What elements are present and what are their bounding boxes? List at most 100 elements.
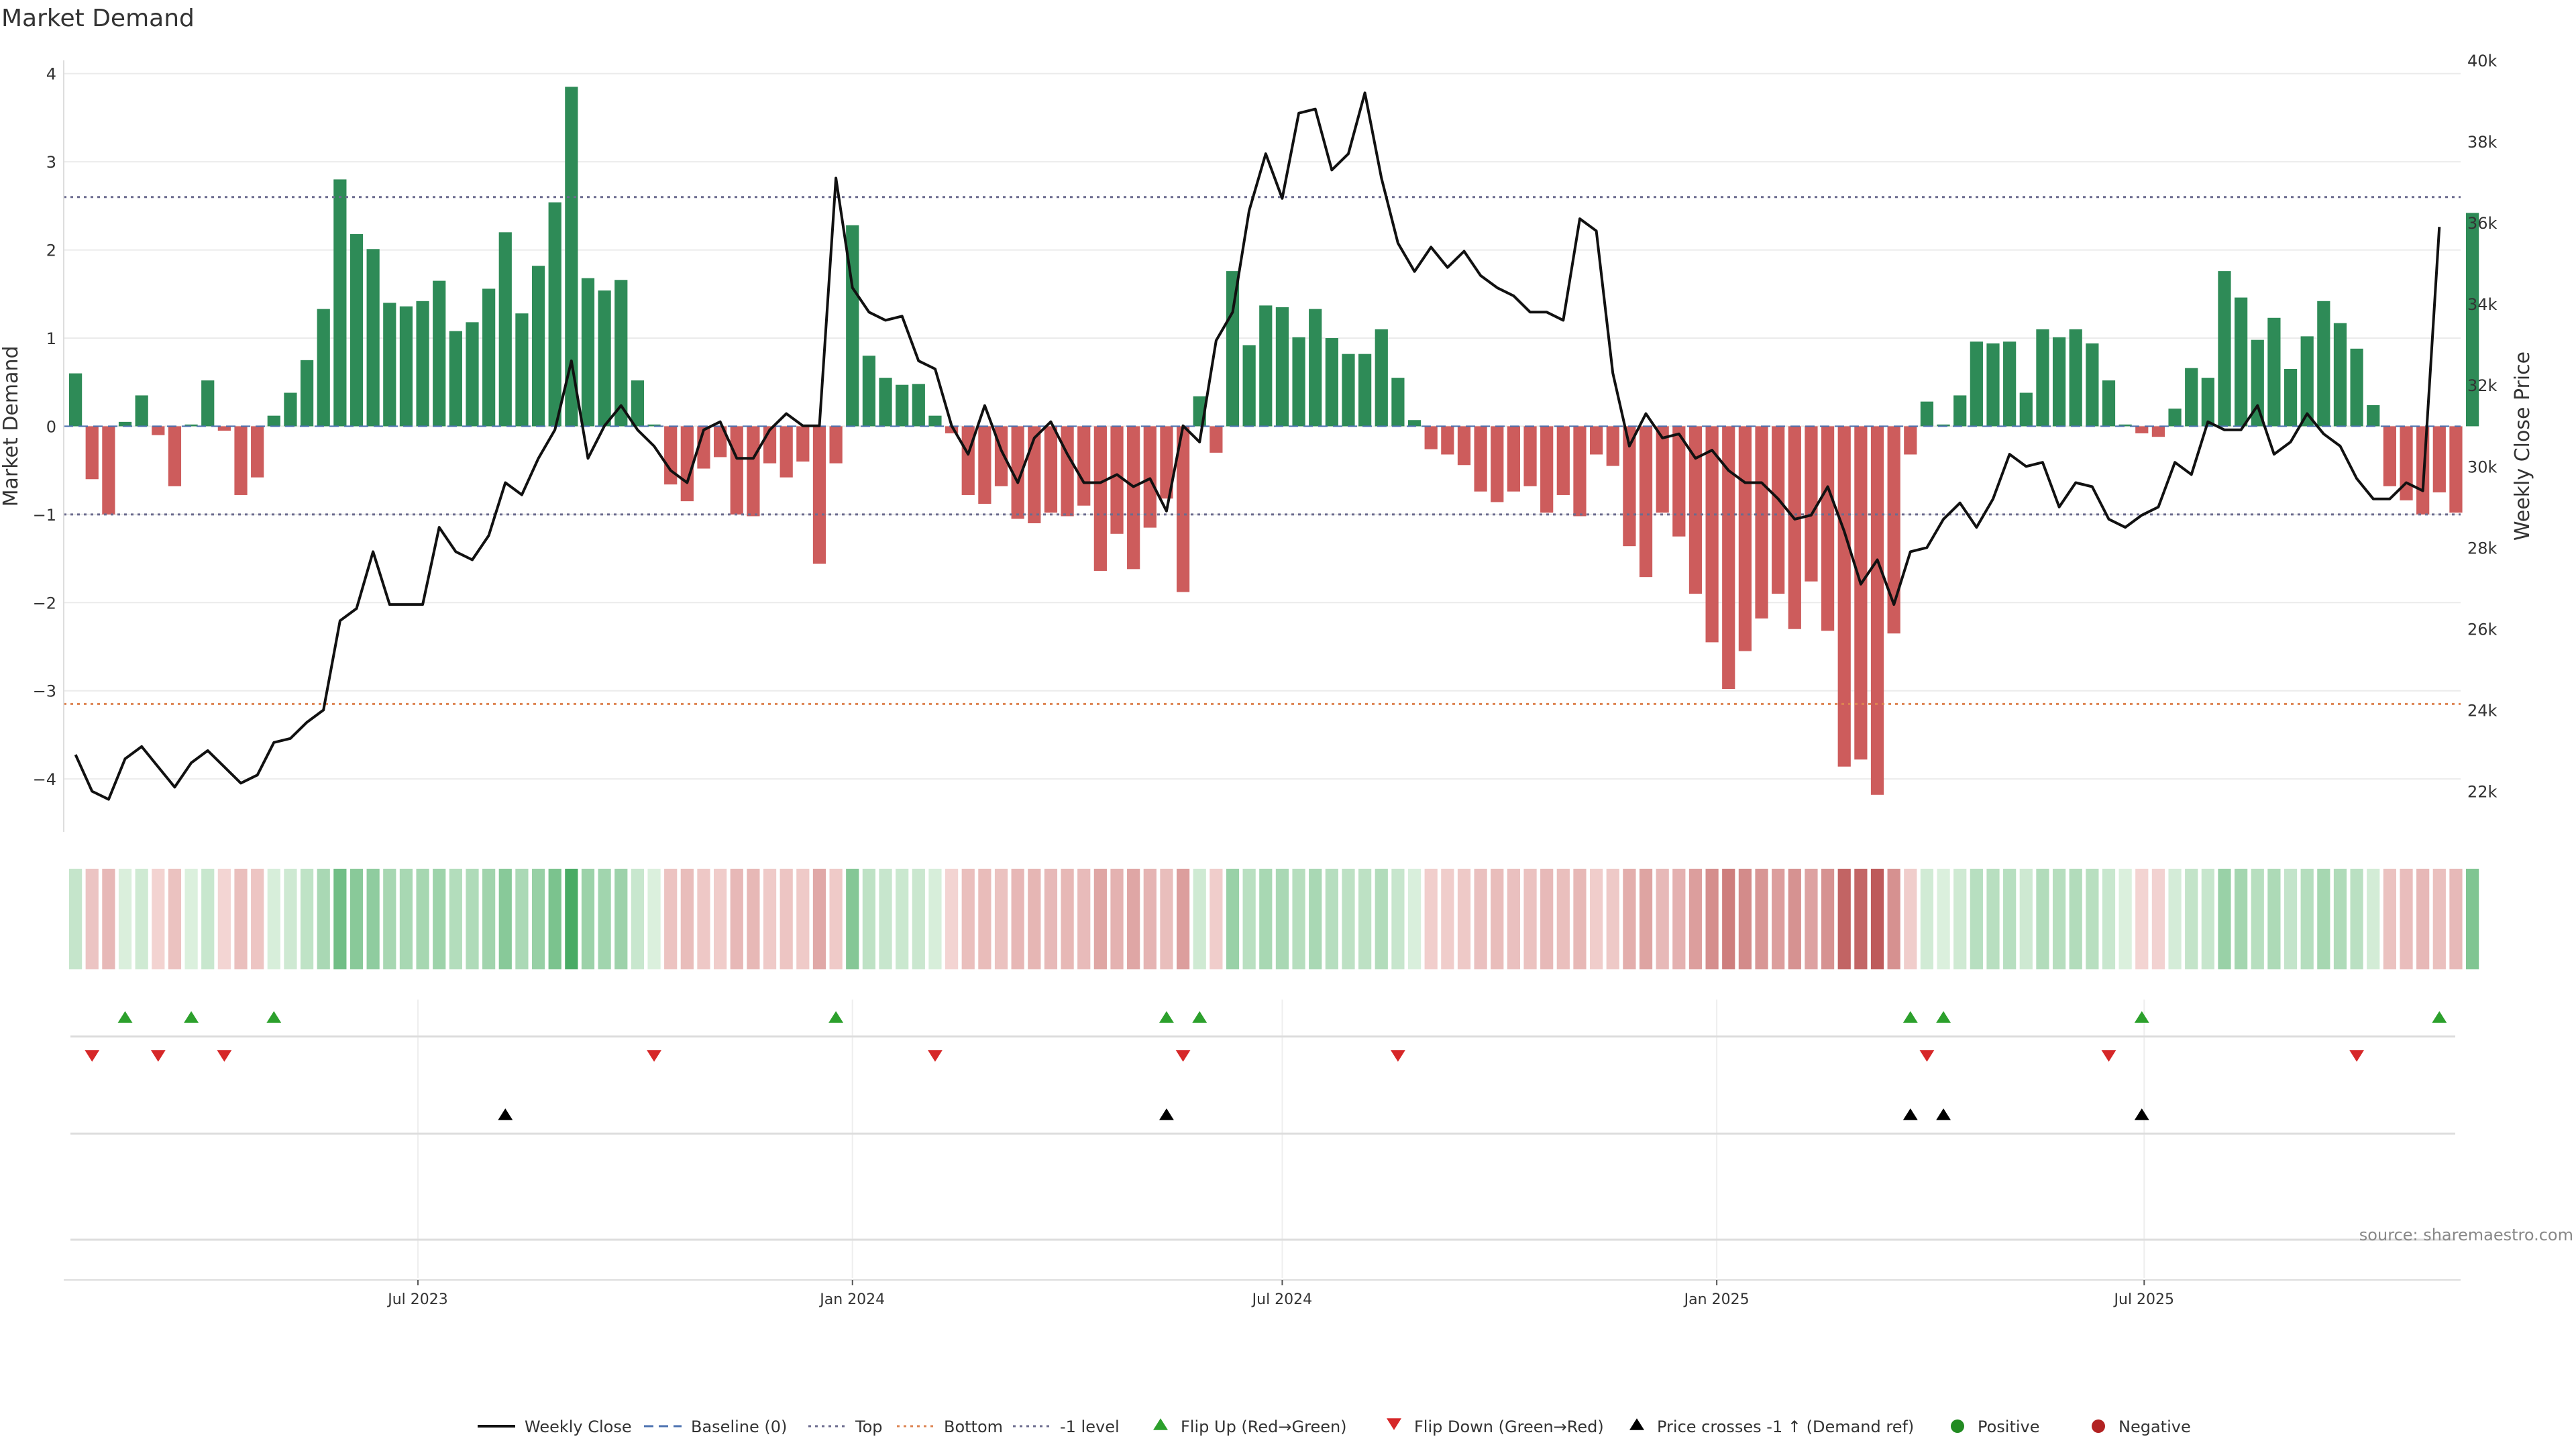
demand-bar-positive [284,392,297,427]
demand-bar-negative [714,426,727,458]
demand-bar-positive [1986,343,2000,427]
demand-bar-negative [1623,426,1636,547]
demand-bar-negative [1093,426,1107,571]
heatstrip-cell [1623,869,1636,969]
heatstrip-cell [631,869,645,969]
heatstrip-cell [2185,869,2198,969]
demand-bar-positive [2102,380,2116,427]
heatstrip-cell [1127,869,1140,969]
y2-tick-label: 28k [2467,539,2498,557]
demand-bar-positive [2003,341,2017,427]
demand-bar-negative [2449,426,2463,513]
demand-bar-positive [598,290,611,427]
heatstrip-cell [399,869,413,969]
heatstrip-cell [1028,869,1041,969]
demand-bar-positive [201,380,215,427]
demand-bar-negative [1556,426,1570,495]
y2-tick-label: 38k [2467,133,2498,152]
demand-bar-negative [1755,426,1768,619]
y-axis-title: Market Demand [0,345,23,506]
heatstrip-cell [1325,869,1338,969]
heatstrip-cell [763,869,777,969]
flip-down-marker [217,1050,232,1062]
heatstrip-cell [714,869,727,969]
reference-lines [64,196,2461,705]
heatstrip-cell [896,869,909,969]
heatstrip-cell [581,869,595,969]
heatstrip-cell [2003,869,2017,969]
legend-item: Top [808,1417,883,1436]
demand-bar-positive [2367,405,2380,427]
demand-bar-positive [2086,343,2099,427]
heatstrip-cell [548,869,561,969]
flip-down-marker [647,1050,662,1062]
demand-bar-positive [449,331,462,427]
heatstrip-cell [598,869,611,969]
heatstrip-cell [1573,869,1587,969]
demand-bar-positive [1275,307,1289,427]
y2-axis-title: Weekly Close Price [2511,352,2534,541]
heatstrip-cell [697,869,710,969]
legend-item: Negative [2092,1417,2191,1436]
demand-bar-positive [631,380,645,427]
heatstrip-cell [2102,869,2116,969]
demand-bar-negative [1887,426,1900,634]
heatstrip-cell [300,869,314,969]
heatstrip-cell [1193,869,1206,969]
y-tick-label: 3 [46,153,56,172]
flip-up-marker [1192,1011,1208,1023]
heatstrip-cell [796,869,810,969]
demand-bar-positive [2201,378,2214,427]
flip-down-marker [1390,1050,1405,1062]
event-panels [64,1000,2461,1281]
demand-bar-positive [1342,354,1355,427]
y-tick-label: 0 [46,417,56,436]
heatstrip-cell [945,869,959,969]
demand-bar-negative [1210,426,1223,453]
heatstrip-cell [1441,869,1454,969]
demand-bar-positive [350,233,364,427]
heatstrip-cell [2350,869,2363,969]
demand-bar-negative [2151,426,2165,437]
demand-bar-negative [85,426,99,480]
flip-down-marker [2101,1050,2116,1062]
legend-swatch-triangle-down [1387,1418,1401,1430]
heatstrip-cell [879,869,892,969]
heatstrip-cell [102,869,115,969]
heatstrip-cell [1110,869,1124,969]
demand-bar-negative [2400,426,2413,500]
y-tick-label: 1 [46,329,56,348]
demand-bar-negative [664,426,678,485]
demand-bar-positive [531,266,545,427]
demand-bar-negative [1788,426,1801,629]
heatstrip-cell [1606,869,1619,969]
legend-swatch-triangle-up [1629,1418,1644,1430]
heatstrip-cell [1044,869,1058,969]
demand-bar-positive [2350,348,2363,427]
demand-bar-positive [184,424,198,427]
heatstrip-cell [2168,869,2182,969]
heatstrip-cell [1854,869,1868,969]
demand-bar-positive [1309,309,1322,427]
heatstrip-cell [1358,869,1372,969]
heatstrip-cell [1970,869,1983,969]
legend-label: Negative [2118,1417,2191,1436]
heatstrip-cell [1391,869,1405,969]
heatstrip-cell [85,869,99,969]
demand-bar-negative [1424,426,1438,449]
demand-bar-negative [1457,426,1471,466]
heatstrip-cell [1523,869,1537,969]
legend-item: Flip Up (Red→Green) [1153,1417,1347,1436]
demand-bar-negative [2432,426,2446,492]
demand-bar-positive [1292,337,1305,427]
demand-bar-negative [1011,426,1024,519]
flip-up-marker [2432,1011,2447,1023]
legend: Weekly Close Baseline (0) Top Bottom -1 leve… [478,1417,2191,1436]
legend-label: Flip Up (Red→Green) [1181,1417,1347,1436]
demand-bar-positive [2235,297,2248,427]
heatstrip-cell [2118,869,2132,969]
heatstrip-cell [2036,869,2049,969]
date-tick-label: Jan 2024 [818,1291,885,1308]
price-line-layer [74,91,2441,801]
